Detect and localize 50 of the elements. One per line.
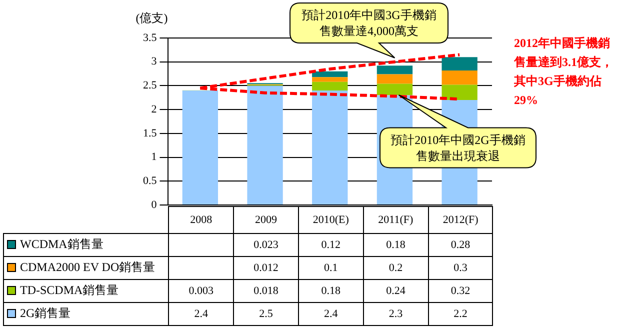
bar: [376, 84, 413, 96]
y-tick-label: 3.5: [143, 32, 158, 44]
data-label: 0.2: [363, 256, 428, 279]
text: 2012年中國手機銷售量達到3.1億支，其中3G手機約佔29%: [514, 35, 614, 109]
data-label: 2.3: [363, 302, 428, 325]
y-tick-label: 3: [151, 56, 158, 68]
data-label: 2.5: [234, 302, 298, 325]
legend-label: TD-SCDMA銷售量: [4, 279, 169, 302]
bar: [442, 57, 478, 70]
data-label: 0.1: [298, 256, 364, 279]
bar: [182, 90, 218, 204]
y-tick-label: 2.5: [143, 80, 158, 92]
y-tick-label: 1: [151, 151, 157, 164]
legend-label: CDMA2000 EV DO銷售量: [4, 256, 169, 279]
data-label: 0.018: [234, 279, 298, 302]
data-label: 2.2: [428, 302, 493, 325]
x-tick-label: 2009: [234, 206, 298, 233]
bar: [376, 74, 413, 84]
data-label: 0.18: [298, 279, 364, 302]
data-label: 0.012: [234, 256, 298, 279]
bar: [312, 71, 348, 78]
bar: [442, 84, 478, 100]
annotation: 預計2010年中國3G手機銷售數量達4,000萬支: [300, 7, 438, 39]
y-tick-label: 2: [151, 103, 157, 116]
x-tick-label: 2012(F): [428, 206, 493, 233]
x-tick-label: 2011(F): [363, 206, 428, 233]
y-tick-label: 0.5: [143, 175, 158, 188]
annotation: 預計2010年中國2G手機銷售數量出現衰退: [390, 132, 526, 164]
data-label: 2.4: [298, 302, 364, 325]
data-label: 0.12: [298, 233, 364, 256]
y-tick-label: 1.5: [143, 127, 158, 140]
bar: [442, 70, 478, 85]
y-axis-title: (億支): [136, 11, 168, 25]
data-label: 0.32: [428, 279, 493, 302]
bar: [312, 82, 348, 90]
data-label: 0.023: [234, 233, 298, 256]
data-label: 0.003: [168, 279, 234, 302]
x-tick-label: 2008: [168, 206, 234, 233]
data-label: 0.3: [428, 256, 493, 279]
legend-label: 2G銷售量: [4, 302, 169, 325]
bar: [312, 77, 348, 82]
legend-label: WCDMA銷售量: [4, 233, 169, 256]
data-label: 2.4: [168, 302, 234, 325]
bar: [376, 66, 413, 74]
bar: [247, 86, 283, 204]
data-label: 0.28: [428, 233, 493, 256]
x-tick-label: 2010(E): [298, 206, 364, 233]
bar: [312, 90, 348, 204]
data-label: 0.18: [363, 233, 428, 256]
data-label: 0.24: [363, 279, 428, 302]
